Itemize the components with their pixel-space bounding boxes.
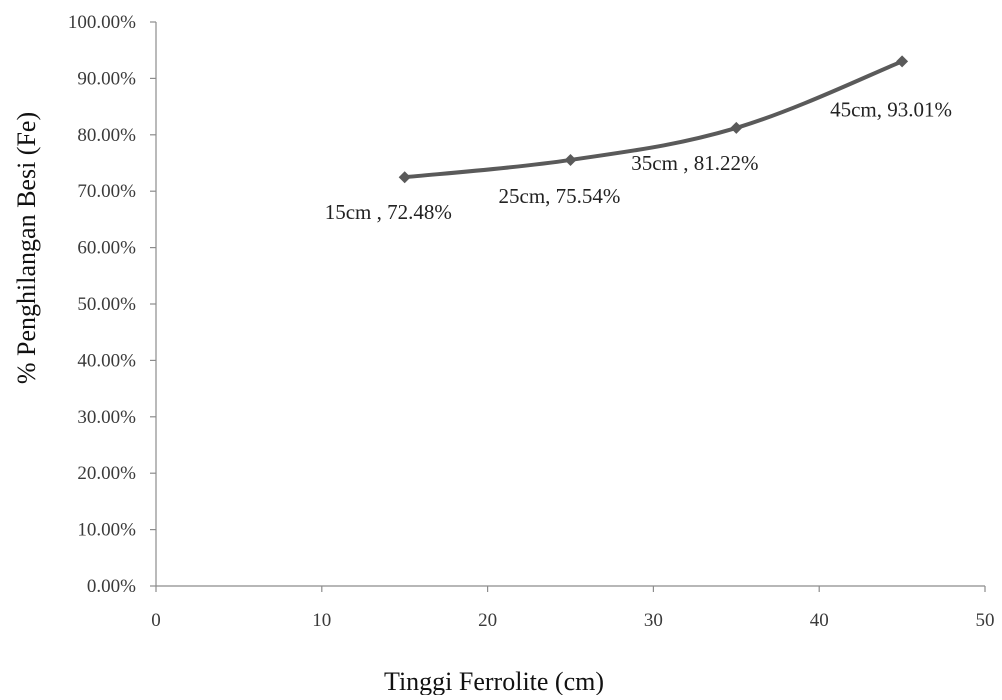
data-point-marker [730, 121, 743, 134]
y-tick-label: 80.00% [77, 125, 136, 146]
x-tick-label: 30 [644, 610, 663, 631]
x-tick-label: 40 [810, 610, 829, 631]
data-label: 15cm , 72.48% [325, 200, 452, 224]
x-tick-label: 20 [478, 610, 497, 631]
x-tick-label: 50 [976, 610, 995, 631]
data-point-marker [896, 55, 909, 68]
y-tick-label: 0.00% [87, 576, 136, 597]
data-point-marker [398, 171, 411, 184]
y-tick-label: 100.00% [68, 12, 136, 33]
y-tick-label: 20.00% [77, 463, 136, 484]
x-tick-label: 0 [151, 610, 161, 631]
data-point-marker [564, 153, 577, 166]
y-tick-label: 70.00% [77, 181, 136, 202]
data-label: 25cm, 75.54% [499, 184, 621, 208]
x-axis-title: Tinggi Ferrolite (cm) [384, 667, 604, 695]
y-tick-label: 50.00% [77, 294, 136, 315]
data-labels: 15cm , 72.48% 25cm, 75.54% 35cm , 81.22% 45… [325, 97, 952, 224]
x-tick-label: 10 [312, 610, 331, 631]
y-tick-label: 40.00% [77, 350, 136, 371]
axes [150, 21, 986, 592]
y-tick-label: 60.00% [77, 238, 136, 259]
y-tick-label: 90.00% [77, 68, 136, 89]
tick-labels: 0.00% 10.00% 20.00% 30.00% 40.00% 50.00% 60.00… [68, 12, 995, 631]
data-series [398, 55, 909, 184]
y-tick-label: 30.00% [77, 407, 136, 428]
y-tick-label: 10.00% [77, 520, 136, 541]
data-label: 45cm, 93.01% [830, 97, 952, 121]
series-line [404, 59, 903, 180]
y-axis-title: % Penghilangan Besi (Fe) [12, 112, 41, 384]
data-label: 35cm , 81.22% [631, 151, 758, 175]
